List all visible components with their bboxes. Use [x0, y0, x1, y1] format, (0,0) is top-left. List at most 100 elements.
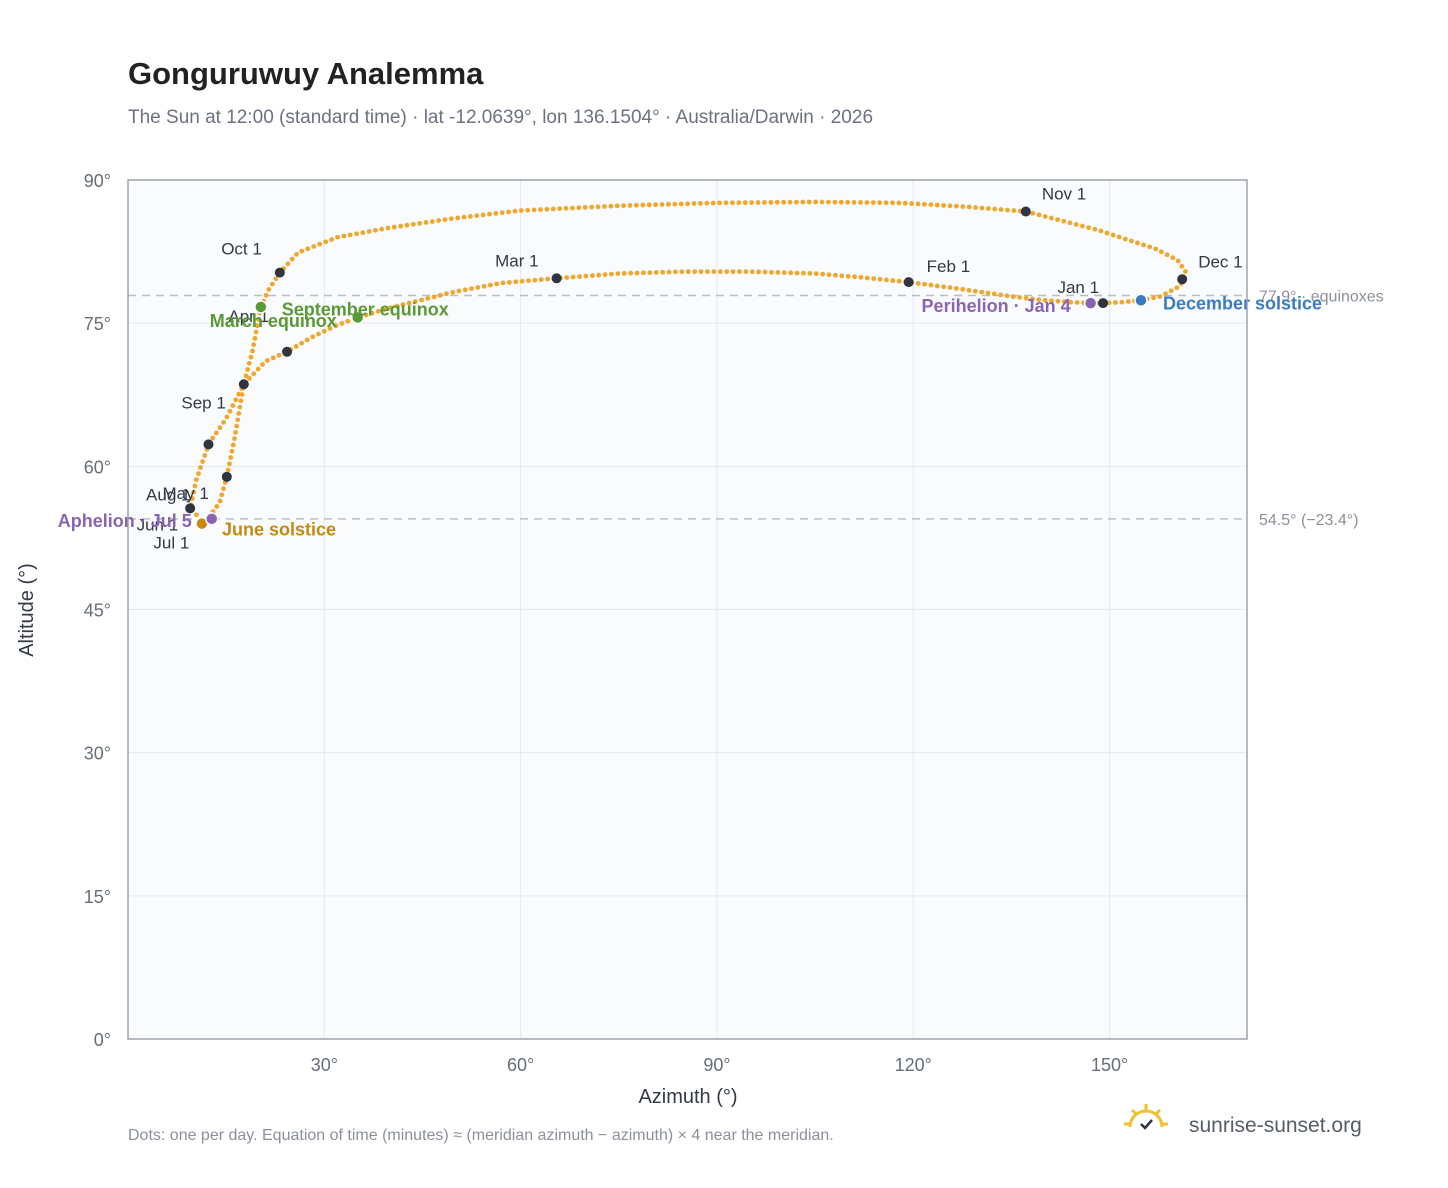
analemma-day-dot [333, 323, 339, 329]
event-label: Aphelion · Jul 5 [58, 511, 192, 531]
analemma-day-dot [813, 199, 819, 205]
month-marker [1020, 206, 1031, 217]
analemma-path [188, 199, 1188, 524]
analemma-day-dot [730, 200, 735, 206]
analemma-day-dot [250, 348, 255, 354]
month-marker-label: Jan 1 [1057, 278, 1099, 297]
analemma-day-dot [806, 199, 812, 205]
analemma-day-dot [255, 366, 261, 372]
month-marker [238, 379, 249, 390]
analemma-day-dot [289, 256, 295, 262]
event-marker [350, 310, 365, 325]
event-label: June solstice [222, 520, 336, 540]
event-label: Perihelion · Jan 4 [922, 296, 1071, 316]
analemma-day-dot [730, 269, 736, 275]
analemma-day-dot [890, 278, 896, 283]
month-marker [221, 471, 232, 482]
analemma-day-dot [265, 358, 270, 363]
analemma-day-dot [698, 269, 704, 275]
analemma-day-dot [864, 275, 870, 281]
analemma-day-dot [227, 408, 233, 414]
analemma-day-dot [1068, 299, 1074, 305]
analemma-day-dot [1092, 226, 1098, 232]
analemma-day-dot [391, 224, 397, 230]
analemma-day-dot [972, 288, 978, 294]
analemma-day-dot [321, 328, 327, 334]
analemma-day-dot [902, 200, 908, 206]
analemma-day-dot [1157, 294, 1163, 299]
analemma-day-dot [858, 200, 863, 205]
analemma-day-dot [570, 274, 576, 280]
analemma-day-dot [499, 210, 505, 216]
analemma-day-dot [966, 204, 972, 210]
analemma-day-dot [327, 326, 333, 331]
analemma-day-dot [666, 269, 672, 275]
analemma-day-dot [219, 492, 225, 498]
analemma-day-dot [1147, 244, 1153, 250]
analemma-day-dot [1135, 240, 1140, 246]
analemma-day-dot [922, 281, 927, 287]
analemma-day-dot [474, 213, 480, 219]
month-marker-label: Sep 1 [181, 393, 225, 412]
analemma-day-dot [896, 278, 902, 284]
analemma-day-dot [801, 270, 806, 276]
analemma-day-dot [347, 232, 353, 238]
analemma-day-dot [323, 239, 329, 245]
analemma-day-dot [1080, 223, 1085, 229]
month-marker [282, 346, 293, 357]
analemma-day-dot [538, 207, 543, 212]
analemma-day-dot [398, 223, 404, 229]
analemma-day-dot [883, 200, 889, 206]
analemma-day-dot [1104, 230, 1110, 236]
month-marker-label: Aug 1 [146, 485, 190, 504]
plot-frame [127, 179, 1248, 1040]
analemma-day-dot [1110, 232, 1116, 238]
reference-lines: 77.9° · equinoxes 54.5° (−23.4°) [128, 288, 1384, 529]
analemma-day-dot [1061, 218, 1067, 224]
analemma-day-dot [532, 277, 538, 283]
analemma-day-dot [236, 411, 242, 416]
analemma-day-dot [922, 201, 927, 207]
x-tick-label: 120° [895, 1055, 932, 1075]
analemma-day-dot [480, 212, 486, 218]
analemma-day-dot [960, 286, 966, 292]
analemma-day-dot [329, 237, 335, 242]
analemma-day-dot [221, 419, 226, 425]
analemma-day-dot [455, 215, 461, 221]
analemma-day-dot [469, 286, 474, 292]
analemma-day-dot [1119, 299, 1125, 305]
y-tick-label: 45° [84, 601, 111, 621]
analemma-day-dot [826, 272, 832, 278]
analemma-day-dot [807, 270, 813, 276]
analemma-day-dot [317, 241, 323, 247]
analemma-day-dot [202, 453, 208, 458]
analemma-day-dot [685, 269, 691, 275]
analemma-day-dot [646, 202, 652, 208]
analemma-day-dot [310, 334, 316, 340]
analemma-day-dot [749, 200, 755, 205]
analemma-day-dot [354, 231, 359, 237]
analemma-day-dot [998, 207, 1004, 212]
analemma-day-dot [864, 200, 870, 205]
analemma-day-dot [819, 199, 825, 205]
analemma-day-dot [858, 274, 864, 280]
analemma-day-dot [246, 360, 252, 366]
analemma-day-dot [1017, 295, 1023, 300]
analemma-day-dot [248, 354, 254, 360]
analemma-day-dot [518, 208, 524, 213]
analemma-day-dot [285, 261, 291, 267]
analemma-day-dot [513, 279, 519, 285]
analemma-day-dot [500, 280, 506, 286]
event-label: September equinox [282, 299, 449, 319]
analemma-day-dot [737, 269, 742, 275]
analemma-day-dot [909, 201, 915, 206]
y-axis-label: Altitude (°) [16, 563, 38, 657]
sun-logo-icon [1124, 1104, 1168, 1130]
analemma-day-dot [781, 270, 787, 276]
month-marker [185, 503, 196, 514]
analemma-day-dot [256, 317, 261, 322]
analemma-day-dot [563, 205, 569, 211]
analemma-day-dot [425, 296, 431, 301]
event-marker [205, 512, 219, 526]
analemma-day-dot [717, 200, 723, 206]
